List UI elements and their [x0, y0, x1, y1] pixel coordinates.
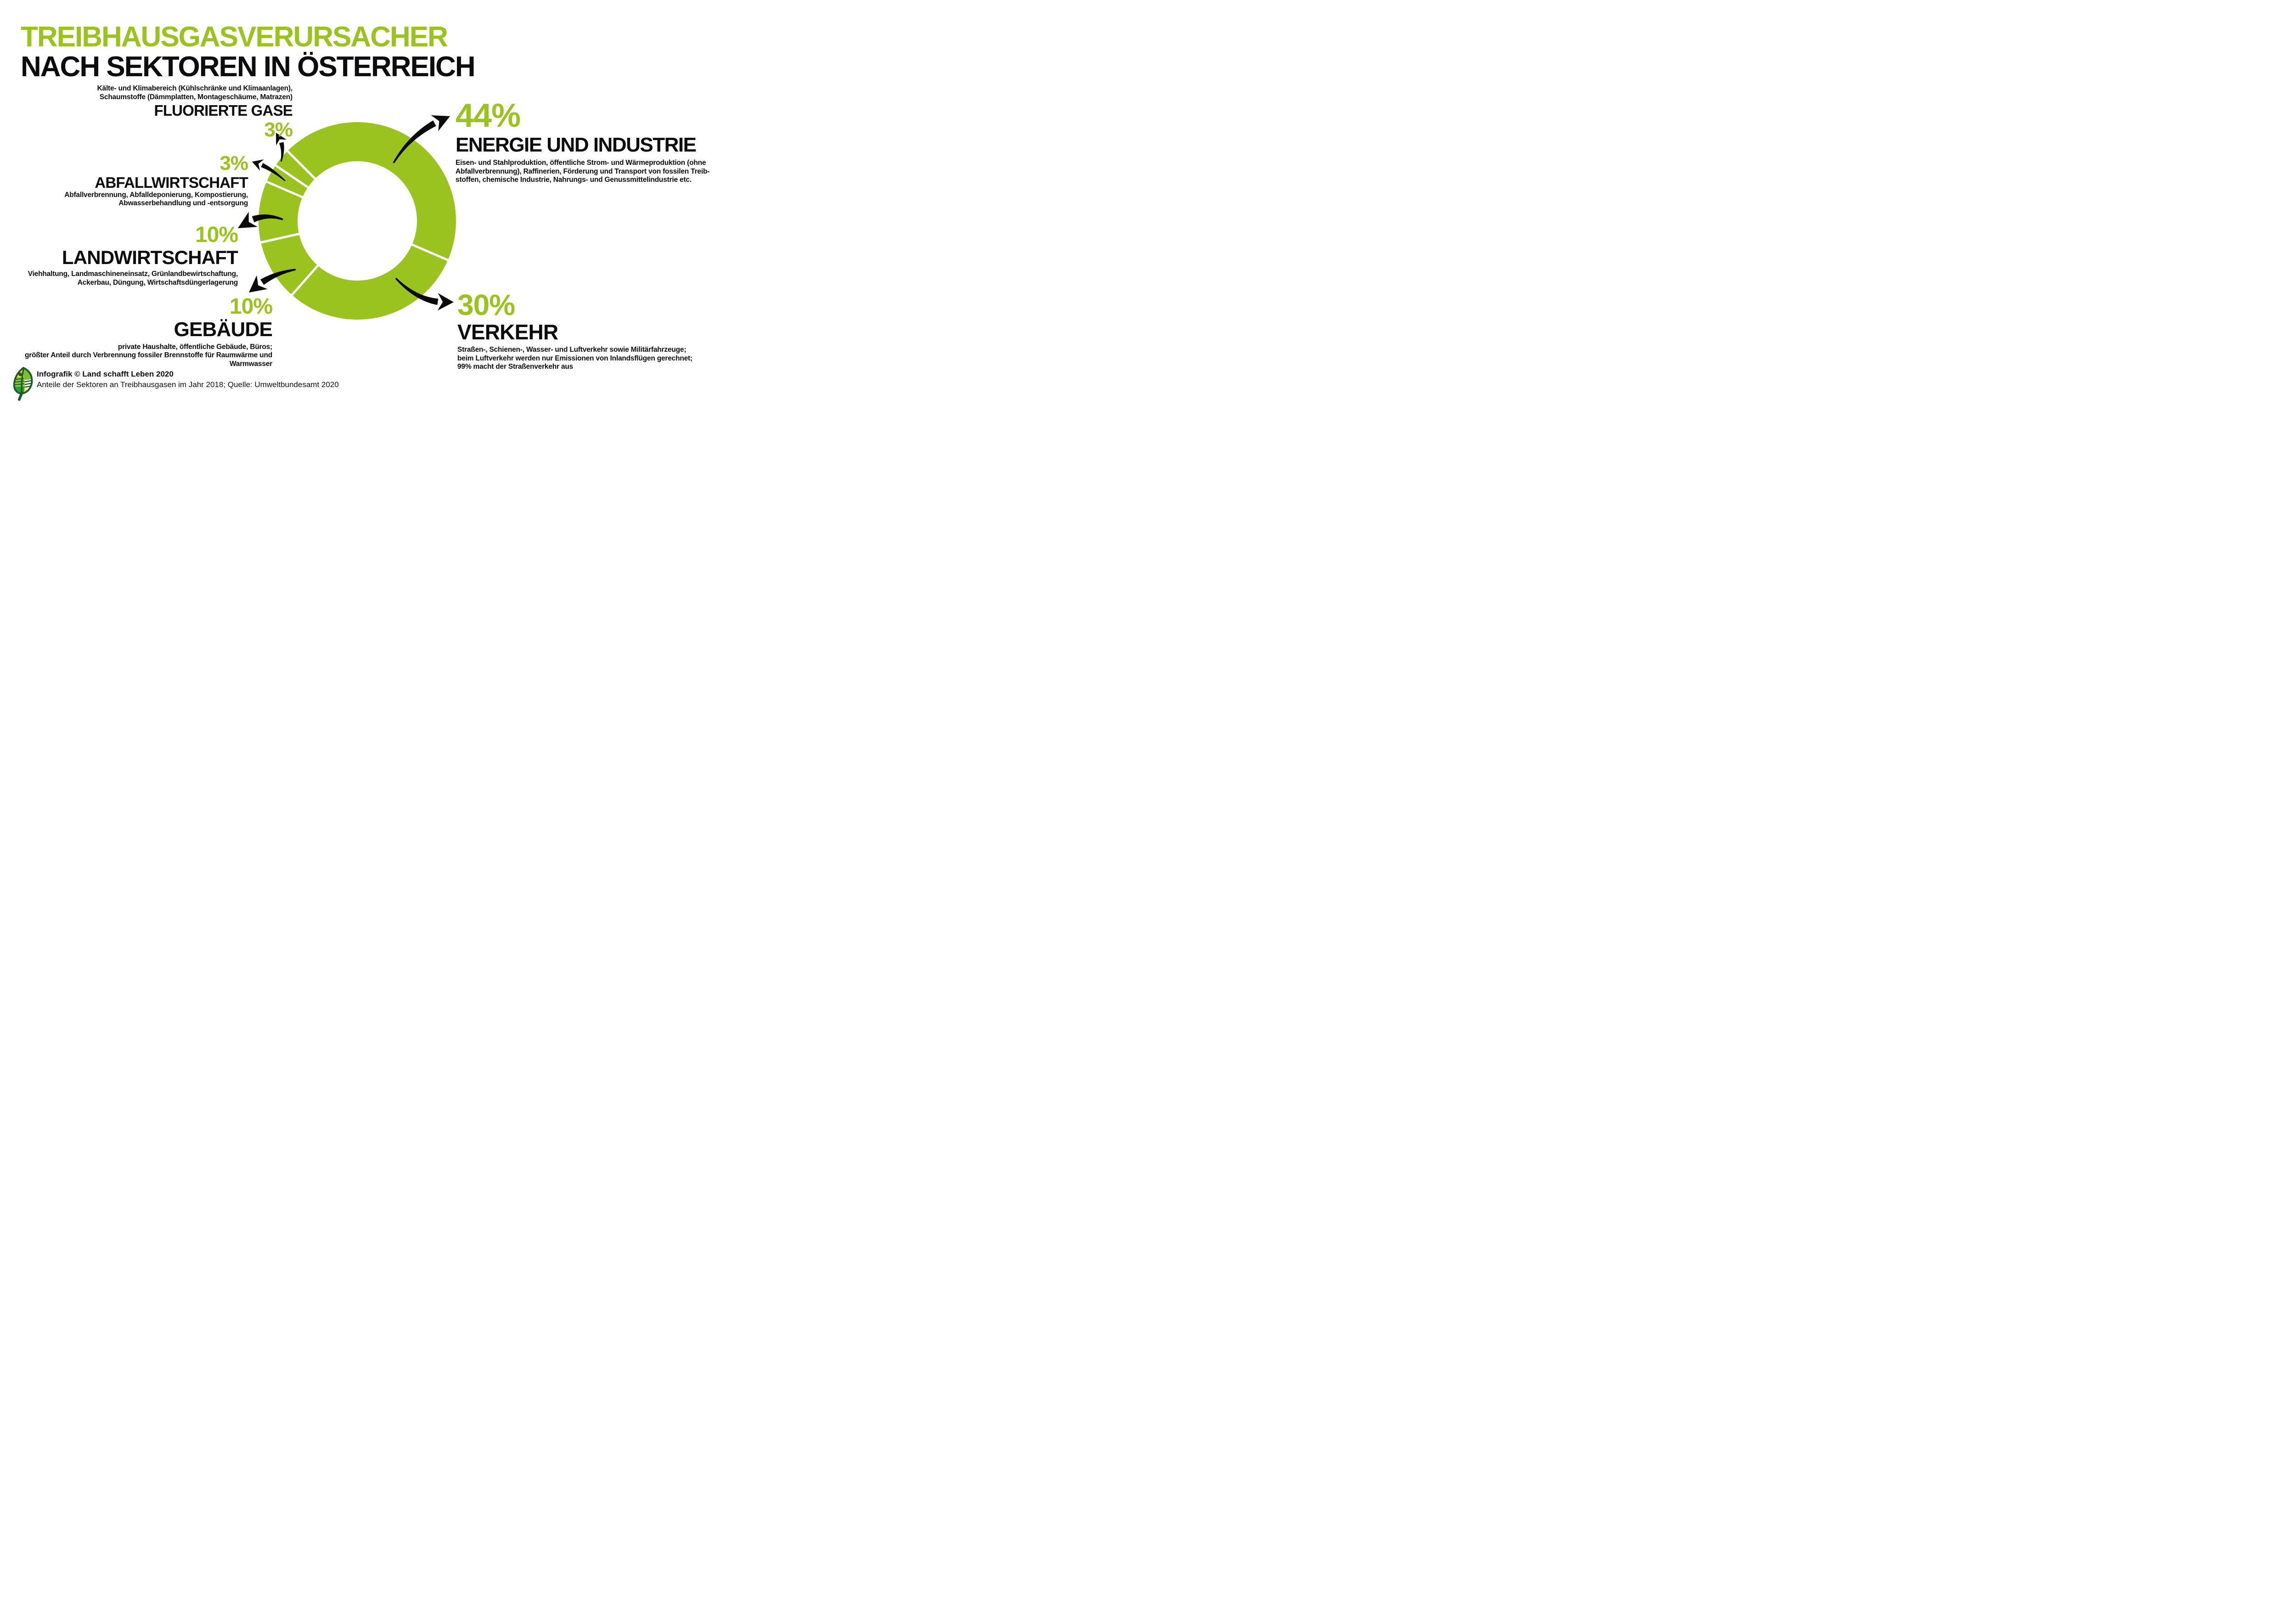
donut-segment-verkehr [293, 245, 448, 320]
sector-block-gebaeude: 10% GEBÄUDE private Haushalte, öffentlic… [25, 294, 273, 368]
sector-percent-fluorierte-gase: 3% [264, 118, 293, 141]
sector-desc-line: Straßen-, Schienen-, Wasser- und Luftver… [457, 346, 687, 354]
sector-name-landwirtschaft: LANDWIRTSCHAFT [62, 246, 238, 268]
sector-name-verkehr: VERKEHR [457, 320, 558, 344]
title-line-2: NACH SEKTOREN IN ÖSTERREICH [21, 51, 476, 83]
sector-percent-abfallwirtschaft: 3% [219, 152, 248, 174]
infographic-canvas: TREIBHAUSGASVERURSACHER NACH SEKTOREN IN… [0, 0, 718, 404]
sector-name-gebaeude: GEBÄUDE [174, 318, 273, 341]
sector-desc-line: beim Luftverkehr werden nur Emissionen v… [457, 354, 692, 362]
sector-desc-line: Abfallverbrennung, Abfalldeponierung, Ko… [64, 191, 248, 199]
footer: Infografik © Land schafft Leben 2020 Ant… [37, 369, 339, 390]
land-schafft-leben-leaf-logo [13, 366, 33, 401]
sector-name-abfallwirtschaft: ABFALLWIRTSCHAFT [95, 174, 248, 191]
sector-block-fluorierte-gase: Kälte- und Klimabereich (Kühlschränke un… [97, 84, 293, 141]
sector-block-landwirtschaft: 10% LANDWIRTSCHAFT Viehhaltung, Landmasc… [28, 224, 238, 287]
sector-desc-line: stoffen, chemische Industrie, Nahrungs- … [456, 176, 692, 184]
sector-desc-line: Abwasserbehandlung und -entsorgung [118, 199, 248, 208]
sector-percent-gebaeude: 10% [229, 294, 273, 319]
sector-block-verkehr: 30% VERKEHR Straßen-, Schienen-, Wasser-… [457, 290, 692, 371]
sector-desc-line: Schaumstoffe (Dämmplatten, Montageschäum… [99, 93, 293, 101]
sector-desc-line: Kälte- und Klimabereich (Kühlschränke un… [97, 84, 293, 92]
arrow-to-landwirtschaft-icon [238, 212, 283, 228]
sector-percent-energie-und-industrie: 44% [456, 97, 521, 134]
sector-desc-line: private Haushalte, öffentliche Gebäude, … [118, 343, 272, 351]
sector-desc-line: größter Anteil durch Verbrennung fossile… [25, 351, 272, 360]
sector-desc-line: Eisen- und Stahlproduktion, öffentliche … [456, 159, 706, 167]
donut-segment-fluorierte-gase [276, 152, 315, 186]
sector-desc-line: Warmwasser [229, 360, 272, 368]
sector-desc-line: 99% macht der Straßenverkehr aus [457, 363, 574, 371]
sector-name-energie-und-industrie: ENERGIE UND INDUSTRIE [456, 134, 697, 157]
sector-percent-landwirtschaft: 10% [195, 223, 238, 247]
sector-name-fluorierte-gase: FLUORIERTE GASE [154, 102, 293, 119]
arrow-to-fluorierte-gase-icon [276, 133, 287, 162]
donut-ring [259, 122, 456, 320]
arrow-to-gebaeude-icon [249, 269, 296, 293]
sector-percent-verkehr: 30% [457, 288, 515, 321]
sector-block-energie-und-industrie: 44% ENERGIE UND INDUSTRIE Eisen- und Sta… [456, 99, 709, 185]
title-line-1: TREIBHAUSGASVERURSACHER [21, 21, 448, 53]
arrow-to-energie-und-industrie-icon [393, 115, 450, 163]
footer-source: Anteile der Sektoren an Treibhausgasen i… [37, 380, 339, 389]
page-title: TREIBHAUSGASVERURSACHER NACH SEKTOREN IN… [21, 21, 476, 83]
sector-desc-line: Abfallverbrennung), Raffinerien, Förderu… [456, 167, 710, 175]
sector-block-abfallwirtschaft: 3% ABFALLWIRTSCHAFT Abfallverbrennung, A… [64, 153, 248, 208]
footer-credit: Infografik © Land schafft Leben 2020 [37, 370, 174, 378]
sector-desc-line: Ackerbau, Düngung, Wirtschaftsdüngerlage… [77, 278, 238, 287]
sector-desc-line: Viehhaltung, Landmaschineneinsatz, Grünl… [28, 270, 238, 278]
donut-segment-gebäude [261, 235, 317, 294]
donut-segment-energie-und-industrie [288, 122, 456, 259]
donut-segment-landwirtschaft [259, 182, 302, 242]
donut-chart-svg [238, 115, 456, 320]
label-arrows [238, 115, 454, 311]
arrow-to-abfallwirtschaft-icon [252, 159, 286, 181]
